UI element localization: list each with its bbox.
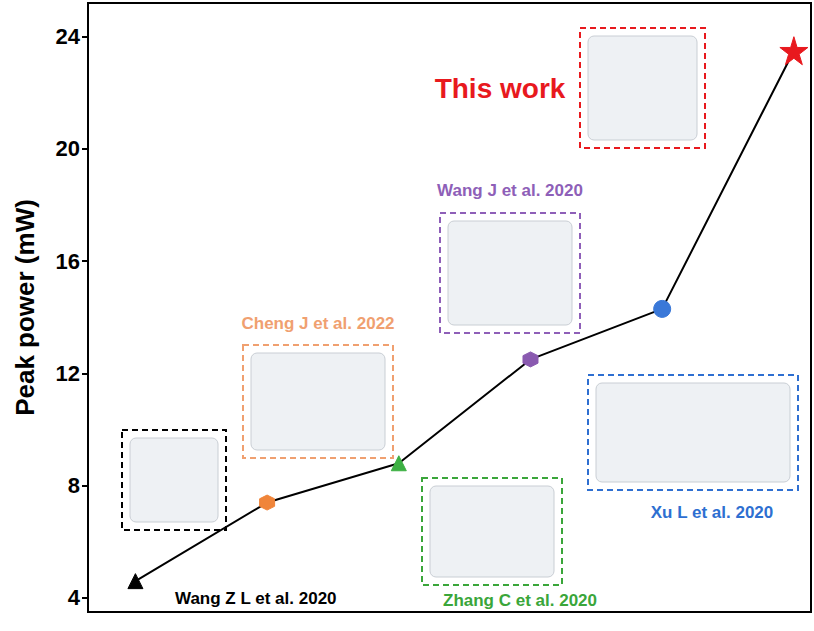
svg-text:This work: This work <box>435 73 566 104</box>
svg-text:16: 16 <box>56 249 80 274</box>
svg-text:12: 12 <box>56 361 80 386</box>
svg-text:8: 8 <box>68 473 80 498</box>
svg-text:Wang Z L et al. 2020: Wang Z L et al. 2020 <box>175 589 337 608</box>
svg-text:Peak power (mW): Peak power (mW) <box>10 199 40 416</box>
svg-text:Wang J et al. 2020: Wang J et al. 2020 <box>437 181 583 200</box>
svg-text:Cheng J et al. 2022: Cheng J et al. 2022 <box>241 314 394 333</box>
svg-text:Xu L et al. 2020: Xu L et al. 2020 <box>651 503 774 522</box>
svg-text:24: 24 <box>56 24 81 49</box>
svg-text:4: 4 <box>68 585 81 610</box>
svg-text:Zhang C et al. 2020: Zhang C et al. 2020 <box>443 591 597 610</box>
svg-text:20: 20 <box>56 136 80 161</box>
